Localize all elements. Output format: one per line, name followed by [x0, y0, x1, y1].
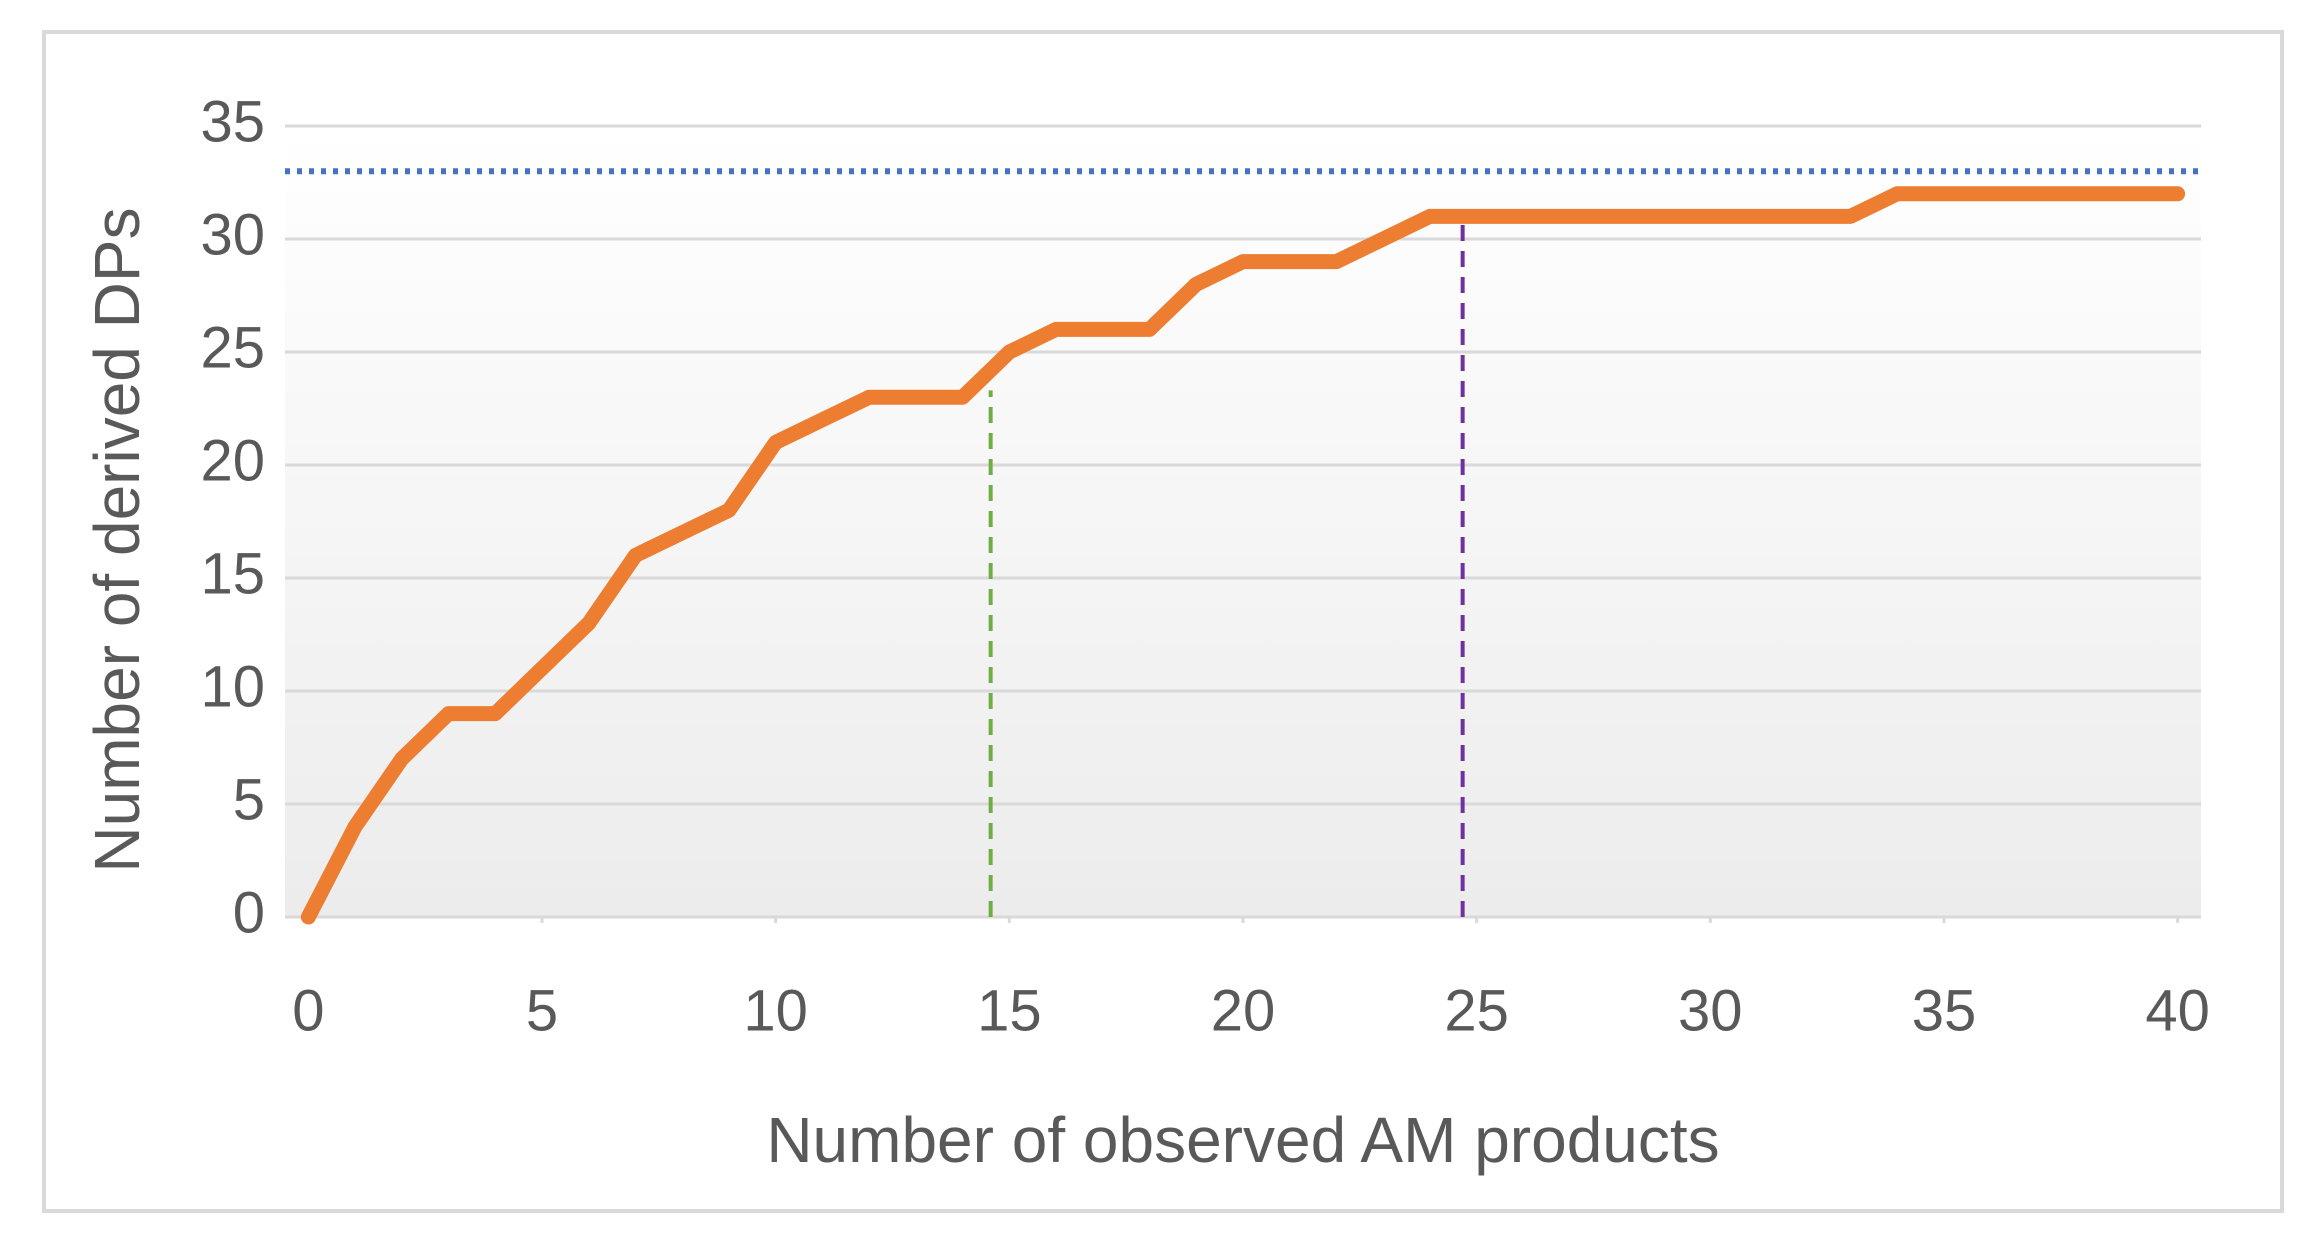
- y-tick-label: 0: [233, 880, 265, 945]
- plot: 0 5 10 15 20 25 30 35 0 5 10 15 20 25 30 35 40: [200, 89, 2209, 1043]
- x-tick-label: 40: [2145, 978, 2210, 1043]
- x-tick-label: 35: [1912, 978, 1977, 1043]
- y-tick-label: 20: [200, 428, 265, 493]
- y-tick-label: 35: [200, 89, 265, 154]
- x-axis-title: Number of observed AM products: [766, 1104, 1719, 1176]
- y-axis-title: Number of derived DPs: [81, 207, 153, 872]
- x-tick-label: 25: [1444, 978, 1509, 1043]
- y-tick-label: 15: [200, 541, 265, 606]
- x-tick-label: 30: [1678, 978, 1743, 1043]
- x-tick-label: 15: [977, 978, 1042, 1043]
- x-tick-label: 20: [1211, 978, 1276, 1043]
- data-line: [300, 186, 2186, 925]
- y-tick-label: 30: [200, 202, 265, 267]
- y-tick-label: 25: [200, 315, 265, 380]
- x-tick-label: 5: [526, 978, 558, 1043]
- y-tick-label: 10: [200, 654, 265, 719]
- y-tick-label: 5: [233, 767, 265, 832]
- plot-area: [285, 126, 2201, 917]
- x-tick-label: 0: [292, 978, 324, 1043]
- x-tick-label: 10: [743, 978, 808, 1043]
